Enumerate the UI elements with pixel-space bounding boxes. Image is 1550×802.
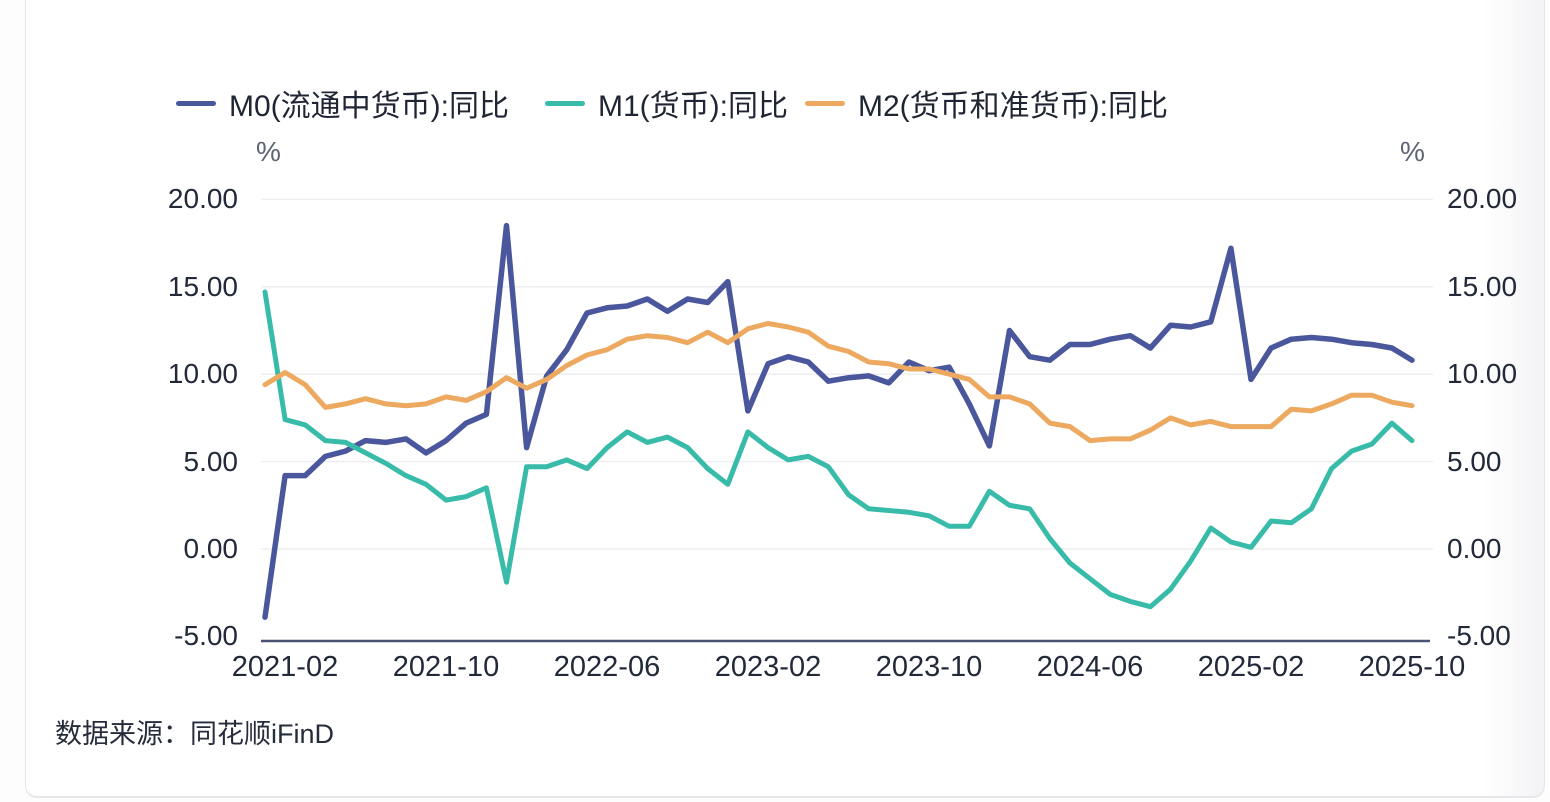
legend-label-m1: M1(货币):同比 xyxy=(598,90,788,123)
y-axis-unit-right: % xyxy=(1400,136,1425,167)
legend-item-m2[interactable]: M2(货币和准货币):同比 xyxy=(805,84,1168,123)
legend-swatch-m0-icon xyxy=(176,100,216,106)
legend-item-m0[interactable]: M0(流通中货币):同比 xyxy=(176,84,509,123)
legend-label-m2: M2(货币和准货币):同比 xyxy=(858,90,1168,123)
y-axis-unit-left: % xyxy=(256,136,281,167)
legend-item-m1[interactable]: M1(货币):同比 xyxy=(545,84,788,123)
legend-swatch-m2-icon xyxy=(805,100,845,106)
legend-swatch-m1-icon xyxy=(545,100,585,106)
data-source-label: 数据来源：同花顺iFinD xyxy=(55,719,335,749)
legend-label-m0: M0(流通中货币):同比 xyxy=(229,90,509,123)
chart-legend: M0(流通中货币):同比 M1(货币):同比 M2(货币和准货币):同比 xyxy=(0,84,1550,123)
